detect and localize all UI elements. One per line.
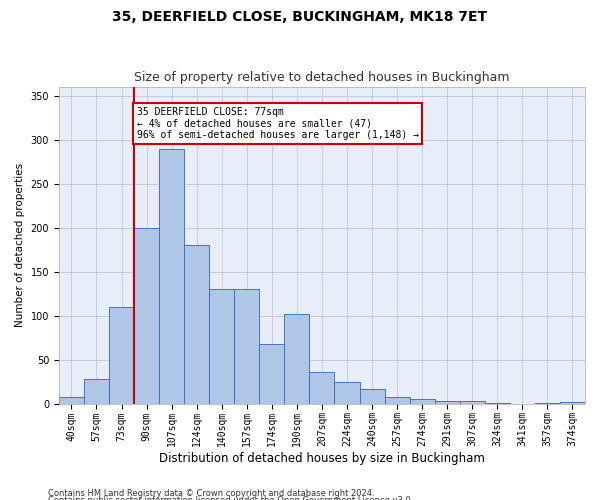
Bar [410, 399, 434, 404]
Bar [234, 290, 259, 404]
Bar [109, 307, 134, 404]
Bar [560, 402, 585, 404]
Text: 35, DEERFIELD CLOSE, BUCKINGHAM, MK18 7ET: 35, DEERFIELD CLOSE, BUCKINGHAM, MK18 7E… [112, 10, 488, 24]
Text: 35 DEERFIELD CLOSE: 77sqm
← 4% of detached houses are smaller (47)
96% of semi-d: 35 DEERFIELD CLOSE: 77sqm ← 4% of detach… [137, 108, 419, 140]
Text: Contains public sector information licensed under the Open Government Licence v3: Contains public sector information licen… [48, 496, 413, 500]
Bar [184, 246, 209, 404]
Y-axis label: Number of detached properties: Number of detached properties [15, 163, 25, 328]
Bar [209, 290, 234, 404]
Bar [385, 396, 410, 404]
X-axis label: Distribution of detached houses by size in Buckingham: Distribution of detached houses by size … [159, 452, 485, 465]
Bar [84, 379, 109, 404]
Bar [359, 388, 385, 404]
Bar [434, 401, 460, 404]
Bar [134, 228, 159, 404]
Bar [460, 401, 485, 404]
Bar [535, 402, 560, 404]
Bar [159, 148, 184, 404]
Text: Contains HM Land Registry data © Crown copyright and database right 2024.: Contains HM Land Registry data © Crown c… [48, 488, 374, 498]
Bar [59, 398, 84, 404]
Bar [334, 382, 359, 404]
Bar [485, 402, 510, 404]
Bar [284, 314, 310, 404]
Title: Size of property relative to detached houses in Buckingham: Size of property relative to detached ho… [134, 72, 510, 85]
Bar [259, 344, 284, 404]
Bar [310, 372, 334, 404]
